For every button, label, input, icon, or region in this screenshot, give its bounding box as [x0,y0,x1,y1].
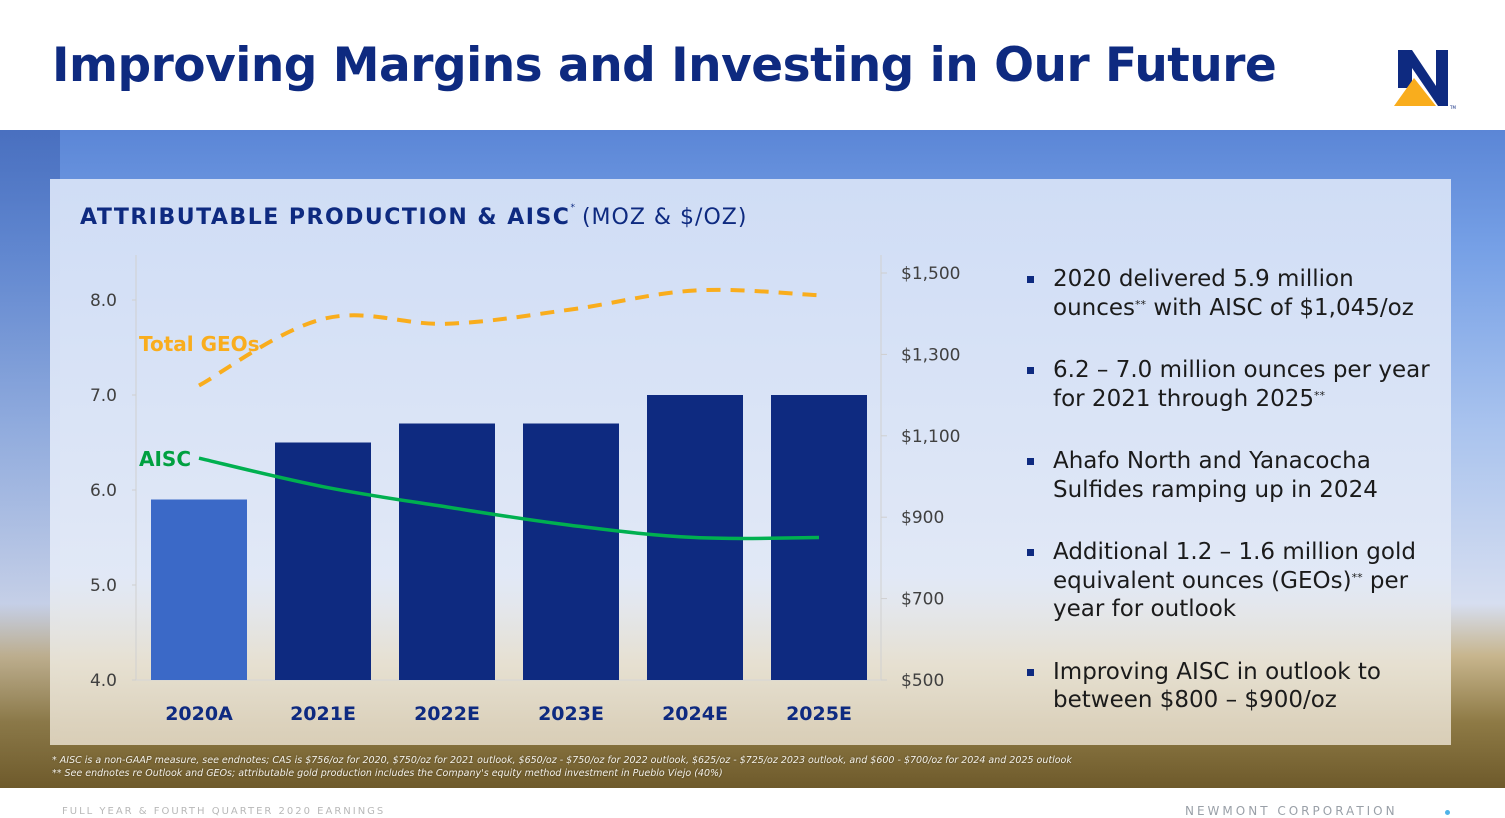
bullet-item: Additional 1.2 – 1.6 million gold equiva… [1025,538,1445,624]
y2-tick-label: $1,500 [901,264,960,284]
aisc-label: AISC [139,447,191,471]
x-tick-label: 2022E [414,703,480,725]
svg-text:TM: TM [1449,105,1456,110]
bullet-item: Improving AISC in outlook to between $80… [1025,658,1445,715]
x-tick-label: 2025E [786,703,852,725]
footer-event-label: FULL YEAR & FOURTH QUARTER 2020 EARNINGS [62,806,386,817]
chart-title: ATTRIBUTABLE PRODUCTION & AISC* (MOZ & $… [80,203,748,230]
y-tick-label: 8.0 [90,291,117,311]
y2-tick-label: $900 [901,508,944,528]
x-tick-label: 2023E [538,703,604,725]
bullet-item: Ahafo North and Yanacocha Sulfides rampi… [1025,447,1445,504]
x-tick-label: 2021E [290,703,356,725]
y2-tick-label: $500 [901,671,944,691]
footer-company-label: NEWMONT CORPORATION [1185,804,1398,818]
y-tick-label: 7.0 [90,386,117,406]
aisc-line [198,456,820,541]
y2-tick-label: $700 [901,590,944,610]
slide-title: Improving Margins and Investing in Our F… [52,38,1277,93]
bullet-square-icon [1027,276,1034,283]
chart-title-main: ATTRIBUTABLE PRODUCTION & AISC [80,205,571,230]
footnotes: * AISC is a non-GAAP measure, see endnot… [52,754,1072,780]
bullet-square-icon [1027,668,1034,676]
y2-tick-label: $1,100 [901,427,960,447]
y-tick-label: 6.0 [90,481,117,501]
x-tick-label: 2020A [165,703,233,725]
y2-tick-label: $1,300 [901,345,960,365]
y-tick-label: 5.0 [90,576,117,596]
bullet-item: 2020 delivered 5.9 million ounces** with… [1025,265,1445,322]
y-tick-label: 4.0 [90,671,117,691]
chart-title-footnote-mark: * [570,203,575,213]
total-geos-line [198,287,820,388]
total-geos-label: Total GEOs [139,332,260,356]
bar-2023e [523,423,619,680]
newmont-logo-icon: TM [1394,50,1456,110]
bullet-square-icon [1027,458,1034,465]
bar-2022e [399,423,495,680]
footnote-geos: ** See endnotes re Outlook and GEOs; att… [52,768,723,779]
bullet-square-icon [1027,549,1034,556]
footnote-aisc: * AISC is a non-GAAP measure, see endnot… [52,755,1072,766]
chart-title-units: (MOZ & $/OZ) [581,205,748,230]
bar-2020a [151,499,247,680]
x-tick-label: 2024E [662,703,728,725]
key-points-list: 2020 delivered 5.9 million ounces** with… [1025,265,1445,749]
bullet-square-icon [1027,367,1034,374]
bar-2021e [275,442,371,680]
bullet-item: 6.2 – 7.0 million ounces per year for 20… [1025,356,1445,413]
